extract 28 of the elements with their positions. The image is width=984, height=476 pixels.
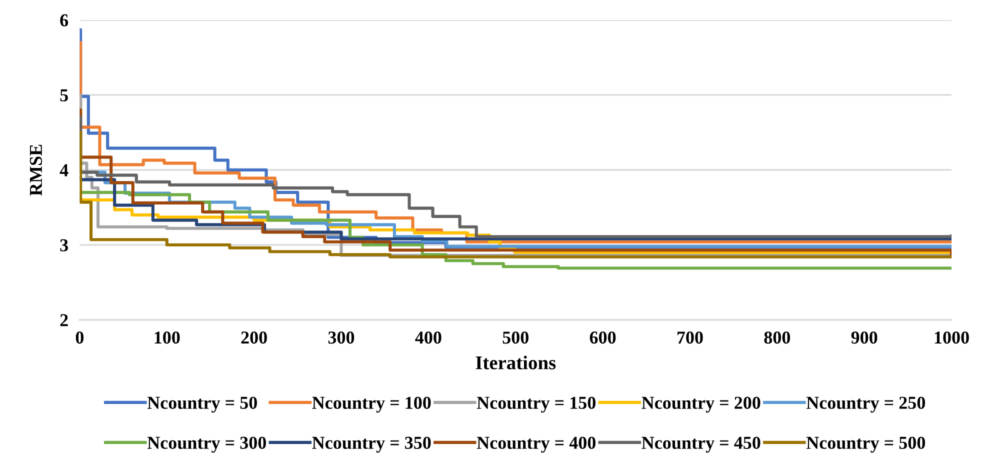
y-tick-label: 2 — [60, 314, 68, 326]
x-tick-label: 300 — [328, 332, 354, 344]
legend-label: Ncountry = 450 — [642, 436, 760, 453]
y-tick-label: 5 — [60, 89, 68, 102]
legend-label: Ncountry = 500 — [806, 436, 926, 453]
y-tick-label: 6 — [60, 14, 68, 26]
legend-label: Ncountry = 400 — [476, 436, 596, 453]
legend-label: Ncountry = 100 — [312, 396, 431, 413]
x-tick-label: 900 — [851, 332, 878, 344]
x-tick-label: 600 — [590, 332, 616, 344]
x-tick-label: 500 — [502, 332, 528, 344]
y-axis-title: RMSE — [30, 144, 42, 196]
legend-label: Ncountry = 200 — [642, 396, 760, 413]
legend-label: Ncountry = 300 — [147, 436, 266, 453]
x-tick-label: 400 — [415, 332, 442, 344]
x-tick-label: 1000 — [934, 332, 969, 344]
x-tick-label: 800 — [764, 332, 790, 344]
legend-label: Ncountry = 250 — [806, 396, 926, 413]
legend-label: Ncountry = 50 — [147, 396, 257, 413]
legend-label: Ncountry = 150 — [476, 396, 596, 413]
y-tick-label: 4 — [60, 164, 68, 176]
x-axis-title: Iterations — [476, 356, 556, 370]
x-tick-label: 200 — [241, 332, 267, 344]
y-tick-label: 3 — [60, 239, 68, 252]
x-tick-label: 0 — [76, 332, 84, 344]
legend-label: Ncountry = 350 — [312, 436, 431, 453]
x-tick-label: 700 — [677, 332, 703, 344]
x-tick-label: 100 — [154, 332, 180, 344]
